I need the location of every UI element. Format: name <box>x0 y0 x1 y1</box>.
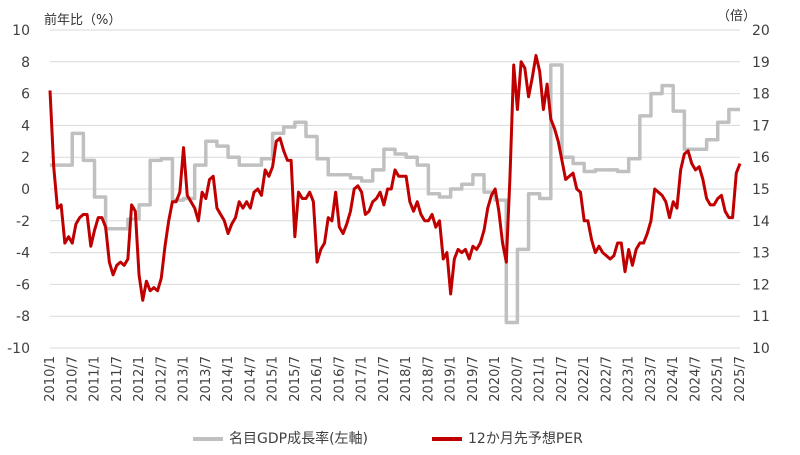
x-tick-label: 2018/1 <box>399 356 414 402</box>
x-tick-label: 2021/7 <box>555 356 570 402</box>
x-tick-label: 2024/1 <box>666 356 681 402</box>
x-tick-label: 2025/1 <box>711 356 726 402</box>
x-tick-label: 2022/7 <box>599 356 614 402</box>
x-tick-label: 2023/1 <box>622 356 637 402</box>
x-tick-label: 2023/7 <box>644 356 659 402</box>
x-tick-label: 2022/1 <box>577 356 592 402</box>
x-tick-label: 2018/7 <box>421 356 436 402</box>
right-tick-label: 11 <box>752 309 770 325</box>
x-tick-label: 2015/1 <box>266 356 281 402</box>
x-tick-label: 2014/7 <box>243 356 258 402</box>
left-tick-label: 10 <box>12 23 30 39</box>
left-tick-label: -6 <box>16 277 30 293</box>
x-tick-label: 2010/7 <box>65 356 80 402</box>
left-tick-label: 0 <box>21 182 30 198</box>
x-tick-label: 2015/7 <box>288 356 303 402</box>
series-line-per <box>48 53 742 302</box>
right-tick-label: 17 <box>752 118 770 134</box>
x-tick-label: 2010/1 <box>43 356 58 402</box>
x-tick-label: 2014/1 <box>221 356 236 402</box>
x-tick-label: 2021/1 <box>533 356 548 402</box>
left-tick-label: 8 <box>21 55 30 71</box>
right-tick-label: 15 <box>752 182 770 198</box>
legend: 名目GDP成長率(左軸) 12か月先予想PER <box>0 428 800 450</box>
right-tick-label: 12 <box>752 277 770 293</box>
right-tick-label: 10 <box>752 341 770 357</box>
legend-swatch-per <box>432 437 462 441</box>
legend-label-per: 12か月先予想PER <box>468 431 583 447</box>
x-tick-label: 2012/1 <box>132 356 147 402</box>
left-tick-label: 6 <box>21 87 30 103</box>
right-axis-ticks: 20 19 18 17 16 15 14 13 12 11 10 <box>752 23 770 357</box>
x-tick-label: 2013/7 <box>199 356 214 402</box>
x-tick-label: 2017/1 <box>355 356 370 402</box>
x-tick-label: 2017/7 <box>377 356 392 402</box>
legend-label-gdp: 名目GDP成長率(左軸) <box>229 431 368 447</box>
left-tick-label: 4 <box>21 118 30 134</box>
left-tick-label: 2 <box>21 150 30 166</box>
right-tick-label: 19 <box>752 55 770 71</box>
series-line-gdp <box>50 63 740 325</box>
x-tick-label: 2016/7 <box>332 356 347 402</box>
x-tick-label: 2012/7 <box>154 356 169 402</box>
left-tick-label: -4 <box>16 246 30 262</box>
right-axis-unit: （倍） <box>716 9 756 24</box>
x-tick-label: 2025/7 <box>733 356 748 402</box>
x-tick-label: 2016/1 <box>310 356 325 402</box>
x-tick-label: 2011/1 <box>88 356 103 402</box>
left-tick-label: -8 <box>16 309 30 325</box>
x-tick-label: 2020/1 <box>488 356 503 402</box>
x-tick-label: 2024/7 <box>688 356 703 402</box>
left-axis-unit: 前年比（%） <box>44 13 122 28</box>
x-tick-label: 2019/1 <box>444 356 459 402</box>
x-axis-ticks: 2010/1 2010/7 2011/1 2011/7 2012/1 2012/7 2013… <box>43 356 748 402</box>
legend-swatch-gdp <box>193 437 223 441</box>
right-tick-label: 13 <box>752 246 770 262</box>
x-tick-label: 2011/7 <box>110 356 125 402</box>
series-layer <box>48 53 742 325</box>
x-tick-label: 2013/1 <box>177 356 192 402</box>
left-tick-label: -2 <box>16 214 30 230</box>
grid-lines <box>50 29 740 349</box>
x-tick-label: 2020/7 <box>510 356 525 402</box>
right-tick-label: 16 <box>752 150 770 166</box>
right-tick-label: 14 <box>752 214 770 230</box>
right-tick-label: 20 <box>752 23 770 39</box>
right-tick-label: 18 <box>752 87 770 103</box>
left-axis-ticks: 10 8 6 4 2 0 -2 -4 -6 -8 -10 <box>7 23 30 357</box>
left-tick-label: -10 <box>7 341 30 357</box>
x-tick-label: 2019/7 <box>466 356 481 402</box>
